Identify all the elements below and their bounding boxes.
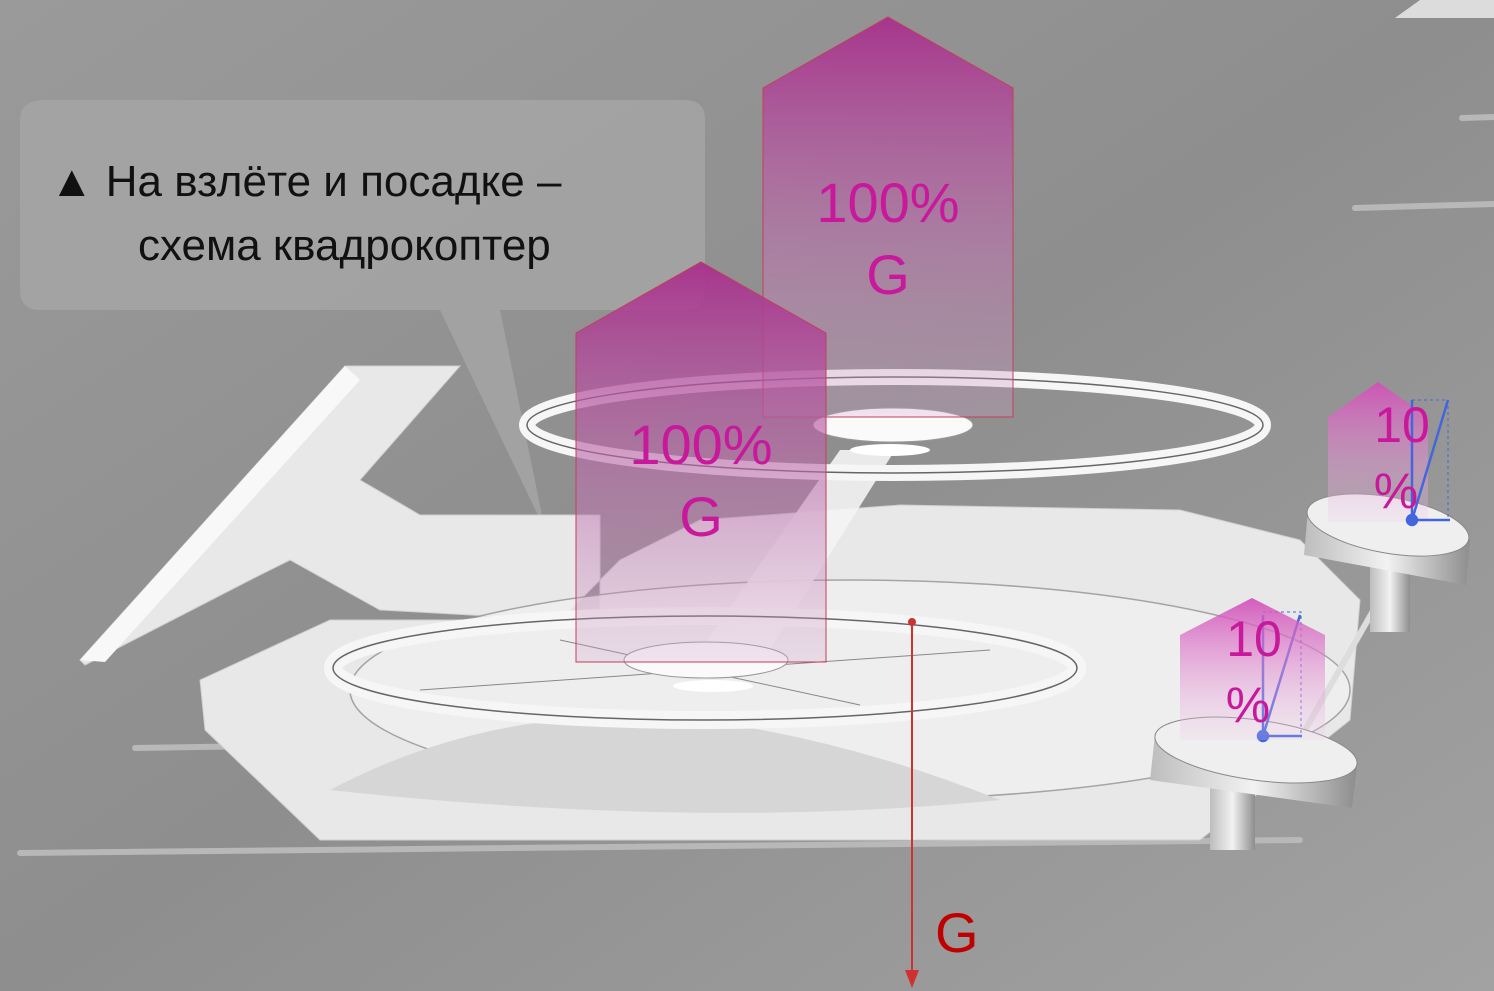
weight-label: G — [935, 901, 979, 964]
thrust-unit: G — [866, 243, 910, 306]
thrust-unit: G — [679, 485, 723, 548]
caption-line: схема квадрокоптер — [138, 221, 551, 270]
thrust-unit: % — [1374, 463, 1418, 519]
thrust-value: 10 — [1374, 397, 1430, 453]
thrust-value: 100% — [629, 413, 772, 476]
caption-line: ▲ На взлёте и посадке – — [50, 157, 562, 206]
weight-arrow: G — [905, 618, 979, 988]
thrust-value: 10 — [1226, 611, 1282, 667]
thrust-value: 100% — [816, 171, 959, 234]
thrust-arrow — [575, 261, 827, 663]
thrust-arrow — [1328, 382, 1428, 522]
thrust-unit: % — [1226, 677, 1270, 733]
thrust-arrow — [1180, 598, 1325, 740]
callout: ▲ На взлёте и посадке – схема квадрокопт… — [20, 100, 705, 530]
